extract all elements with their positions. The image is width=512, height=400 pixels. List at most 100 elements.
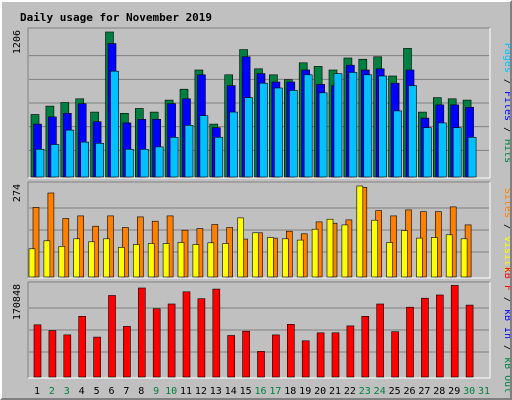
bar-pages-day-3 bbox=[65, 129, 75, 178]
bar-kb-f-day-4 bbox=[78, 315, 86, 378]
bar-visits-day-13 bbox=[207, 242, 215, 278]
x-tick-day-16: 16 bbox=[254, 386, 266, 397]
side-legend: Pages / Files / Hits bbox=[502, 43, 512, 163]
bar-pages-day-7 bbox=[125, 149, 134, 178]
bar-visits-day-5 bbox=[88, 241, 95, 278]
bar-kb-f-day-17 bbox=[272, 334, 280, 378]
side-legend-/: / bbox=[502, 339, 512, 357]
x-tick-day-12: 12 bbox=[195, 386, 207, 397]
bar-visits-day-2 bbox=[43, 240, 51, 278]
bar-visits-day-7 bbox=[118, 247, 125, 278]
bar-pages-day-26 bbox=[408, 85, 417, 178]
chart-title: Daily usage for November 2019 bbox=[20, 11, 212, 24]
bar-pages-day-22 bbox=[348, 72, 358, 178]
x-tick-day-21: 21 bbox=[329, 386, 341, 397]
y-max-label: 274 bbox=[12, 184, 23, 202]
bar-visits-day-11 bbox=[177, 242, 185, 278]
bar-sites-day-1 bbox=[32, 207, 40, 278]
bar-visits-day-4 bbox=[73, 238, 80, 278]
bar-pages-day-10 bbox=[169, 137, 179, 178]
x-tick-day-8: 8 bbox=[138, 386, 144, 397]
x-tick-day-15: 15 bbox=[240, 386, 252, 397]
bar-kb-f-day-8 bbox=[138, 287, 146, 378]
bar-visits-day-24 bbox=[371, 219, 379, 278]
bar-kb-f-day-19 bbox=[301, 340, 310, 378]
bar-pages-day-13 bbox=[214, 137, 224, 178]
bar-pages-day-23 bbox=[363, 74, 373, 178]
bar-visits-day-25 bbox=[386, 242, 393, 278]
x-tick-day-29: 29 bbox=[448, 386, 460, 397]
bar-pages-day-5 bbox=[95, 143, 104, 178]
panel-2: 274 Sites / Visits bbox=[12, 181, 512, 279]
side-legend-/: / bbox=[502, 218, 512, 236]
bar-kb-f-day-12 bbox=[197, 298, 206, 378]
side-legend-/: / bbox=[502, 73, 512, 91]
panel-1: 1206 Pages / Files / Hits bbox=[12, 27, 512, 179]
bar-kb-f-day-3 bbox=[63, 334, 72, 378]
x-tick-day-1: 1 bbox=[34, 386, 40, 397]
x-tick-day-6: 6 bbox=[108, 386, 114, 397]
bar-kb-f-day-24 bbox=[376, 303, 385, 378]
bar-visits-day-23 bbox=[356, 185, 364, 278]
bar-visits-day-26 bbox=[401, 230, 408, 278]
bar-pages-day-12 bbox=[199, 115, 209, 178]
bar-pages-day-16 bbox=[259, 82, 268, 178]
side-legend-kb-out: kB Out bbox=[502, 357, 512, 393]
bars bbox=[33, 285, 474, 378]
bar-pages-day-11 bbox=[184, 125, 194, 178]
bar-kb-f-day-13 bbox=[212, 288, 221, 378]
x-tick-day-26: 26 bbox=[403, 386, 415, 397]
bar-kb-f-day-15 bbox=[242, 330, 250, 378]
x-tick-day-9: 9 bbox=[153, 386, 159, 397]
side-legend-/: / bbox=[502, 291, 512, 309]
x-tick-day-31: 31 bbox=[478, 386, 490, 397]
bar-kb-f-day-27 bbox=[421, 297, 429, 378]
bar-visits-day-27 bbox=[416, 237, 423, 278]
bar-pages-day-8 bbox=[140, 149, 149, 178]
y-max-label: 1206 bbox=[12, 30, 23, 54]
bar-kb-f-day-2 bbox=[48, 330, 57, 378]
bar-kb-f-day-22 bbox=[346, 325, 355, 378]
bar-visits-day-8 bbox=[133, 244, 140, 278]
bar-visits-day-16 bbox=[252, 232, 259, 278]
x-tick-day-4: 4 bbox=[79, 386, 85, 397]
bar-kb-f-day-26 bbox=[406, 306, 414, 378]
side-legend-sites: Sites bbox=[502, 188, 512, 218]
bar-pages-day-29 bbox=[452, 127, 462, 178]
bar-visits-day-15 bbox=[237, 217, 244, 278]
x-tick-day-24: 24 bbox=[374, 386, 386, 397]
x-tick-day-27: 27 bbox=[418, 386, 430, 397]
bar-pages-day-24 bbox=[378, 75, 388, 178]
bar-visits-day-21 bbox=[326, 218, 334, 278]
bar-pages-day-14 bbox=[229, 111, 238, 178]
bars bbox=[28, 185, 472, 278]
bar-kb-f-day-1 bbox=[33, 324, 42, 378]
x-tick-day-20: 20 bbox=[314, 386, 326, 397]
bar-sites-day-2 bbox=[47, 192, 55, 278]
bar-visits-day-22 bbox=[341, 224, 349, 278]
side-legend-kb-in: kB In bbox=[502, 309, 512, 339]
x-tick-day-10: 10 bbox=[165, 386, 177, 397]
side-legend: Sites / Visits bbox=[502, 188, 512, 272]
bar-pages-day-17 bbox=[274, 87, 283, 178]
x-tick-day-13: 13 bbox=[210, 386, 222, 397]
bar-kb-f-day-9 bbox=[152, 308, 161, 378]
bar-pages-day-18 bbox=[288, 90, 298, 178]
graph-panels: 1206 Pages / Files / Hits 274 Sites / Visit… bbox=[12, 27, 512, 393]
bar-pages-day-25 bbox=[393, 110, 402, 178]
side-legend: kB F / kB In / kB Out bbox=[502, 267, 512, 393]
x-tick-day-28: 28 bbox=[433, 386, 445, 397]
bar-pages-day-30 bbox=[467, 137, 477, 178]
bar-visits-day-6 bbox=[103, 238, 110, 278]
bar-kb-f-day-21 bbox=[331, 332, 340, 378]
x-tick-day-30: 30 bbox=[463, 386, 475, 397]
x-tick-day-22: 22 bbox=[344, 386, 356, 397]
bar-kb-f-day-6 bbox=[108, 295, 116, 378]
bar-kb-f-day-25 bbox=[391, 331, 399, 378]
x-tick-day-17: 17 bbox=[269, 386, 281, 397]
bar-visits-day-9 bbox=[147, 243, 155, 278]
bar-pages-day-4 bbox=[80, 141, 89, 178]
x-tick-day-23: 23 bbox=[359, 386, 371, 397]
x-tick-day-25: 25 bbox=[389, 386, 401, 397]
bar-visits-day-20 bbox=[311, 228, 319, 278]
